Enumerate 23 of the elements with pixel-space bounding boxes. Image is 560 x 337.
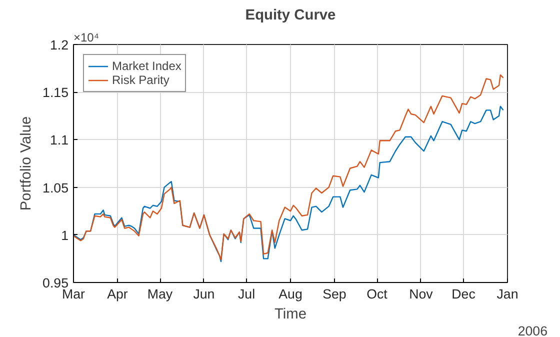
y-tick-label: 1: [61, 228, 69, 243]
y-tick-label: 1.05: [42, 180, 69, 196]
x-tick-label: Aug: [278, 286, 302, 302]
x-tick-label: Sep: [322, 286, 346, 302]
y-tick-label: 1.1: [50, 132, 69, 148]
line-series: [74, 74, 504, 260]
x-tick-label: Jun: [193, 286, 215, 302]
x-tick-label: Jul: [238, 286, 256, 302]
y-tick-label: 1.2: [50, 38, 69, 52]
x-axis-title: Time: [274, 306, 307, 322]
text: ×10⁴: [74, 30, 100, 44]
chart-title: Equity Curve: [245, 8, 336, 24]
x-tick-label: Oct: [366, 286, 388, 302]
legend-label: Risk Parity: [112, 73, 170, 87]
text: 2006: [518, 324, 548, 337]
x-tick-label: Nov: [409, 286, 434, 302]
x-tick-label: May: [147, 286, 173, 302]
x-tick-label: Dec: [452, 286, 476, 302]
legend-label: Market Index: [112, 59, 182, 73]
x-tick-label: Apr: [107, 286, 128, 302]
y-tick-label: 1.15: [42, 85, 69, 100]
y-axis-title: Portfolio Value: [18, 116, 35, 211]
x-tick-label: Jan: [496, 286, 518, 302]
